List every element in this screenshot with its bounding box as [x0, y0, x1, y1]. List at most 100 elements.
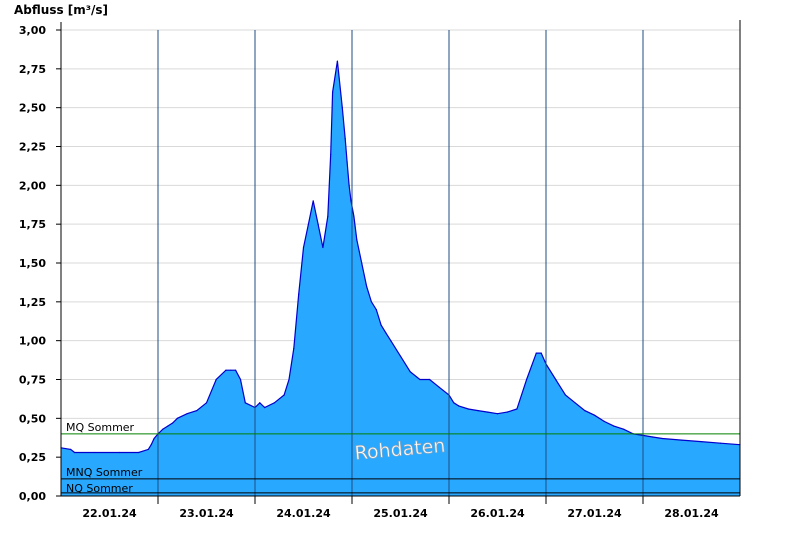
data-point — [176, 417, 178, 419]
data-point — [419, 378, 421, 381]
data-point — [332, 91, 334, 93]
data-point — [330, 153, 332, 155]
y-tick-label: 1,75 — [19, 218, 46, 231]
grid-layer — [61, 29, 740, 458]
data-point — [259, 402, 261, 404]
data-point — [613, 425, 615, 427]
y-tick-label: 2,25 — [19, 141, 46, 154]
data-point — [94, 451, 96, 454]
data-point — [288, 378, 290, 381]
y-tick-label: 3,00 — [19, 24, 46, 37]
data-point — [390, 340, 392, 342]
data-point — [487, 411, 489, 413]
data-point — [661, 437, 664, 440]
data-point — [312, 200, 314, 202]
data-point — [399, 355, 402, 357]
y-tick-label: 1,50 — [19, 257, 46, 270]
data-point — [385, 332, 387, 334]
data-point — [350, 200, 352, 202]
data-point — [429, 378, 431, 381]
data-point — [150, 444, 152, 446]
data-point — [467, 408, 469, 410]
reference-label: NQ Sommer — [66, 482, 133, 495]
data-point — [477, 410, 479, 412]
reference-label: MQ Sommer — [66, 421, 135, 434]
y-tick-label: 2,50 — [19, 102, 46, 115]
data-point — [307, 223, 309, 225]
data-point — [172, 422, 174, 424]
data-point — [375, 309, 377, 311]
data-point — [380, 324, 382, 326]
data-point — [458, 405, 460, 407]
y-ticks: 0,00 0,25 0,50 0,75 1,00 1,25 1,50 1,75 2,00 2,25… — [19, 24, 61, 503]
data-point — [167, 425, 169, 427]
data-point — [700, 441, 702, 443]
y-tick-label: 2,00 — [19, 179, 46, 192]
x-tick-label: 25.01.24 — [373, 507, 428, 520]
y-axis-title: Abfluss [m³/s] — [14, 3, 108, 17]
x-tick-label: 28.01.24 — [664, 507, 719, 520]
data-point — [506, 411, 508, 413]
data-point — [574, 402, 576, 404]
data-point — [118, 451, 120, 454]
x-tick-label: 22.01.24 — [82, 507, 137, 520]
data-point — [239, 378, 242, 381]
data-point — [516, 408, 518, 410]
data-point — [186, 413, 188, 415]
data-point — [535, 352, 537, 354]
y-tick-label: 2,75 — [19, 63, 46, 76]
reference-lines: MQ Sommer MNQ Sommer NQ Sommer — [61, 421, 740, 495]
y-tick-label: 0,50 — [19, 412, 46, 425]
data-point — [336, 60, 338, 62]
data-point — [353, 215, 355, 217]
data-point — [348, 184, 350, 186]
data-point — [720, 442, 722, 444]
data-point — [302, 246, 305, 249]
data-point — [283, 394, 285, 396]
series-line — [60, 61, 741, 454]
data-point — [205, 402, 208, 404]
x-tick-label: 27.01.24 — [567, 507, 622, 520]
data-point — [346, 161, 348, 163]
data-point — [298, 293, 300, 295]
data-point — [526, 378, 528, 381]
series-area — [61, 61, 740, 496]
area-layer — [60, 60, 741, 496]
data-point — [153, 437, 155, 440]
data-point — [438, 386, 440, 388]
x-tick-label: 24.01.24 — [276, 507, 331, 520]
data-point — [162, 428, 164, 430]
x-tick-label: 26.01.24 — [470, 507, 525, 520]
separator-layer — [157, 30, 644, 496]
axis-layer — [60, 20, 741, 497]
data-point — [147, 448, 149, 450]
y-tick-label: 1,25 — [19, 296, 46, 309]
data-point — [409, 371, 411, 373]
data-point — [138, 451, 140, 454]
data-point — [555, 378, 557, 381]
data-point — [496, 413, 499, 415]
data-point — [356, 239, 358, 241]
y-tick-label: 0,75 — [19, 374, 46, 387]
data-point — [230, 369, 232, 371]
data-point — [370, 301, 372, 303]
data-point — [273, 402, 275, 404]
data-point — [540, 352, 542, 354]
data-point — [264, 406, 266, 409]
data-point — [366, 285, 368, 287]
data-point — [564, 394, 567, 396]
data-point — [652, 436, 654, 438]
data-point — [341, 107, 343, 109]
y-tick-label: 0,25 — [19, 451, 46, 464]
data-point — [235, 369, 237, 371]
data-point — [623, 428, 625, 430]
data-point — [361, 262, 363, 264]
data-point — [327, 215, 329, 217]
data-point — [681, 439, 683, 441]
data-point — [74, 451, 76, 454]
data-point — [453, 402, 455, 404]
x-ticks: 22.01.24 23.01.24 24.01.24 25.01.24 26.01.24… — [82, 496, 719, 520]
data-point — [293, 347, 295, 349]
data-point — [593, 414, 596, 416]
